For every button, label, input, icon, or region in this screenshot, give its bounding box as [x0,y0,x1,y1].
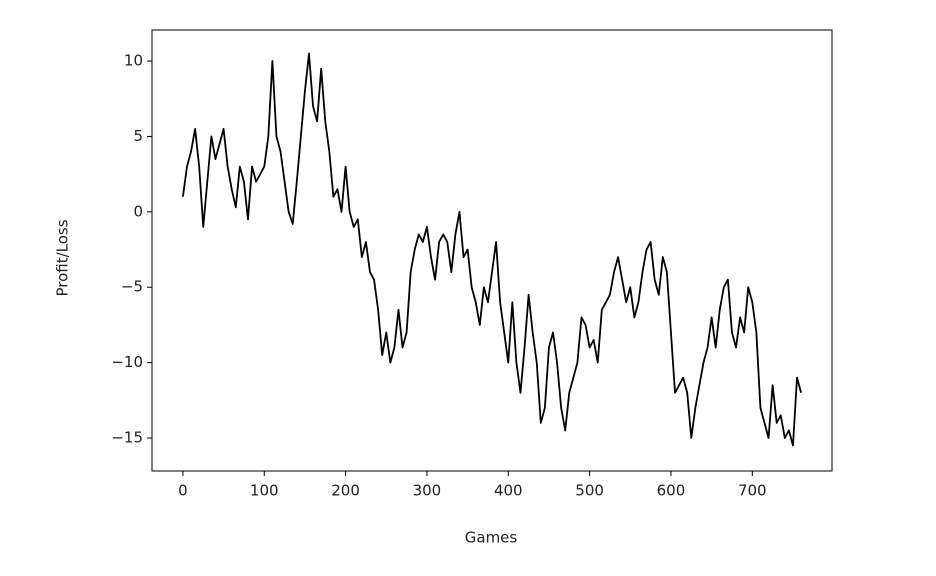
x-tick-label: 700 [738,482,767,500]
x-axis-label: Games [465,529,518,547]
x-tick-label: 400 [494,482,523,500]
x-tick-label: 500 [575,482,604,500]
x-tick-label: 600 [657,482,686,500]
y-tick-label: −10 [111,353,143,371]
x-tick-label: 300 [413,482,442,500]
profit-line [182,52,802,447]
y-tick-label: 5 [133,127,143,145]
y-tick-label: −15 [111,428,143,446]
x-tick-label: 0 [178,482,188,500]
y-tick-label: 10 [124,52,143,70]
y-tick-label: −5 [121,278,143,296]
y-tick-label: 0 [133,202,143,220]
x-tick-label: 100 [250,482,279,500]
plot-frame [151,29,833,472]
y-axis-label: Profit/Loss [54,219,72,296]
x-tick-label: 200 [331,482,360,500]
